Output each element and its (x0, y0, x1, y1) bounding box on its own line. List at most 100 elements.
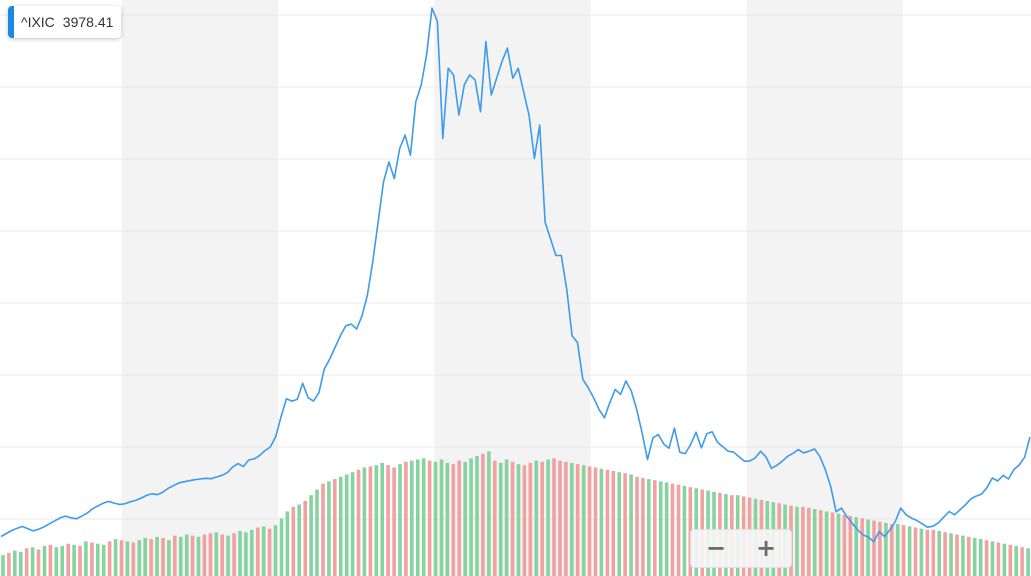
volume-bar (890, 524, 894, 576)
volume-bar (990, 541, 995, 576)
volume-bar (60, 546, 64, 576)
volume-bar (427, 460, 432, 576)
volume-bar (487, 451, 491, 576)
volume-bar (238, 531, 242, 576)
grid-lines (0, 14, 1031, 520)
volume-bar (943, 532, 947, 576)
volume-bar (955, 534, 959, 576)
volume-bar (866, 519, 870, 576)
volume-bar (534, 460, 539, 576)
volume-bar (137, 540, 142, 576)
volume-bar (190, 535, 195, 576)
last-price: 3978.41 (62, 14, 114, 30)
volume-bar (303, 501, 307, 576)
volume-bar (931, 529, 936, 576)
volume-bar (291, 506, 296, 576)
volume-bar (410, 460, 414, 576)
volume-bar (570, 462, 574, 576)
volume-bar (392, 467, 396, 576)
volume-bar (261, 526, 266, 576)
volume-bar (528, 462, 533, 576)
volume-bar (641, 477, 645, 576)
volume-bar (333, 479, 337, 576)
volume-bar (1026, 548, 1030, 576)
volume-bar (119, 540, 124, 576)
volume-bar (469, 458, 473, 576)
volume-bar (925, 529, 930, 576)
volume-bar (386, 465, 390, 576)
volume-bar (66, 543, 70, 576)
volume-bar (463, 461, 467, 576)
volume-bar (309, 495, 313, 576)
volume-bar (842, 514, 847, 576)
volume-bar (96, 543, 100, 576)
volume-bar (398, 464, 402, 576)
volume-bar (1002, 543, 1007, 576)
volume-bar (978, 539, 983, 576)
volume-bar (54, 547, 59, 576)
volume-bar (451, 464, 456, 576)
volume-bar (42, 546, 47, 576)
volume-bar (540, 461, 544, 576)
volume-bar (267, 528, 272, 576)
volume-bar (878, 521, 882, 576)
volume-bar (1020, 547, 1024, 576)
volume-bar (273, 525, 278, 576)
volume-bar (475, 456, 479, 576)
volume-bar (824, 511, 829, 576)
volume-bar (321, 483, 325, 576)
volume-bar (836, 513, 841, 576)
volume-bar (220, 534, 224, 576)
volume-bar (629, 474, 633, 576)
volume-bar (338, 476, 343, 576)
volume-bar (564, 461, 568, 576)
volume-bar (184, 534, 189, 576)
volume-bar (439, 459, 444, 576)
volume-bar (202, 534, 207, 576)
volume-bar (196, 536, 201, 576)
volume-bar (795, 506, 799, 576)
volume-bar (350, 472, 355, 576)
volume-bar (504, 459, 509, 576)
volume-bar (635, 476, 639, 576)
volume-bar (807, 507, 811, 576)
volume-bar (481, 453, 485, 576)
volume-bar (818, 510, 823, 576)
time-band (121, 0, 278, 576)
volume-bar (315, 489, 319, 576)
volume-bar (961, 535, 965, 576)
zoom-out-button[interactable]: − (691, 530, 741, 567)
volume-bar (617, 472, 621, 576)
volume-bar (587, 466, 592, 576)
volume-bar (362, 467, 367, 576)
volume-bar (967, 536, 971, 576)
volume-bar (344, 474, 349, 576)
volume-bar (546, 459, 550, 576)
volume-bar (860, 518, 864, 576)
volume-bar (30, 547, 35, 576)
volume-bar (24, 548, 29, 576)
volume-bar (13, 550, 17, 576)
volume-bar (611, 471, 616, 576)
volume-bar (658, 481, 663, 576)
volume-bar (913, 527, 918, 576)
volume-bar (682, 486, 687, 576)
volume-bar (653, 480, 657, 576)
volume-bar (107, 541, 112, 576)
volume-bar (1014, 546, 1018, 576)
volume-bar (996, 542, 1001, 576)
volume-bar (623, 473, 627, 576)
volume-bar (173, 535, 177, 576)
volume-bar (984, 540, 989, 576)
volume-bar (949, 533, 953, 576)
volume-bar (421, 458, 426, 576)
volume-bar (516, 464, 521, 576)
volume-bar (279, 518, 284, 576)
volume-bar (416, 459, 420, 576)
volume-bar (647, 479, 651, 576)
volume-bar (854, 517, 858, 576)
zoom-in-button[interactable]: + (741, 530, 791, 567)
volume-bar (131, 542, 136, 576)
volume-bar (445, 462, 450, 576)
